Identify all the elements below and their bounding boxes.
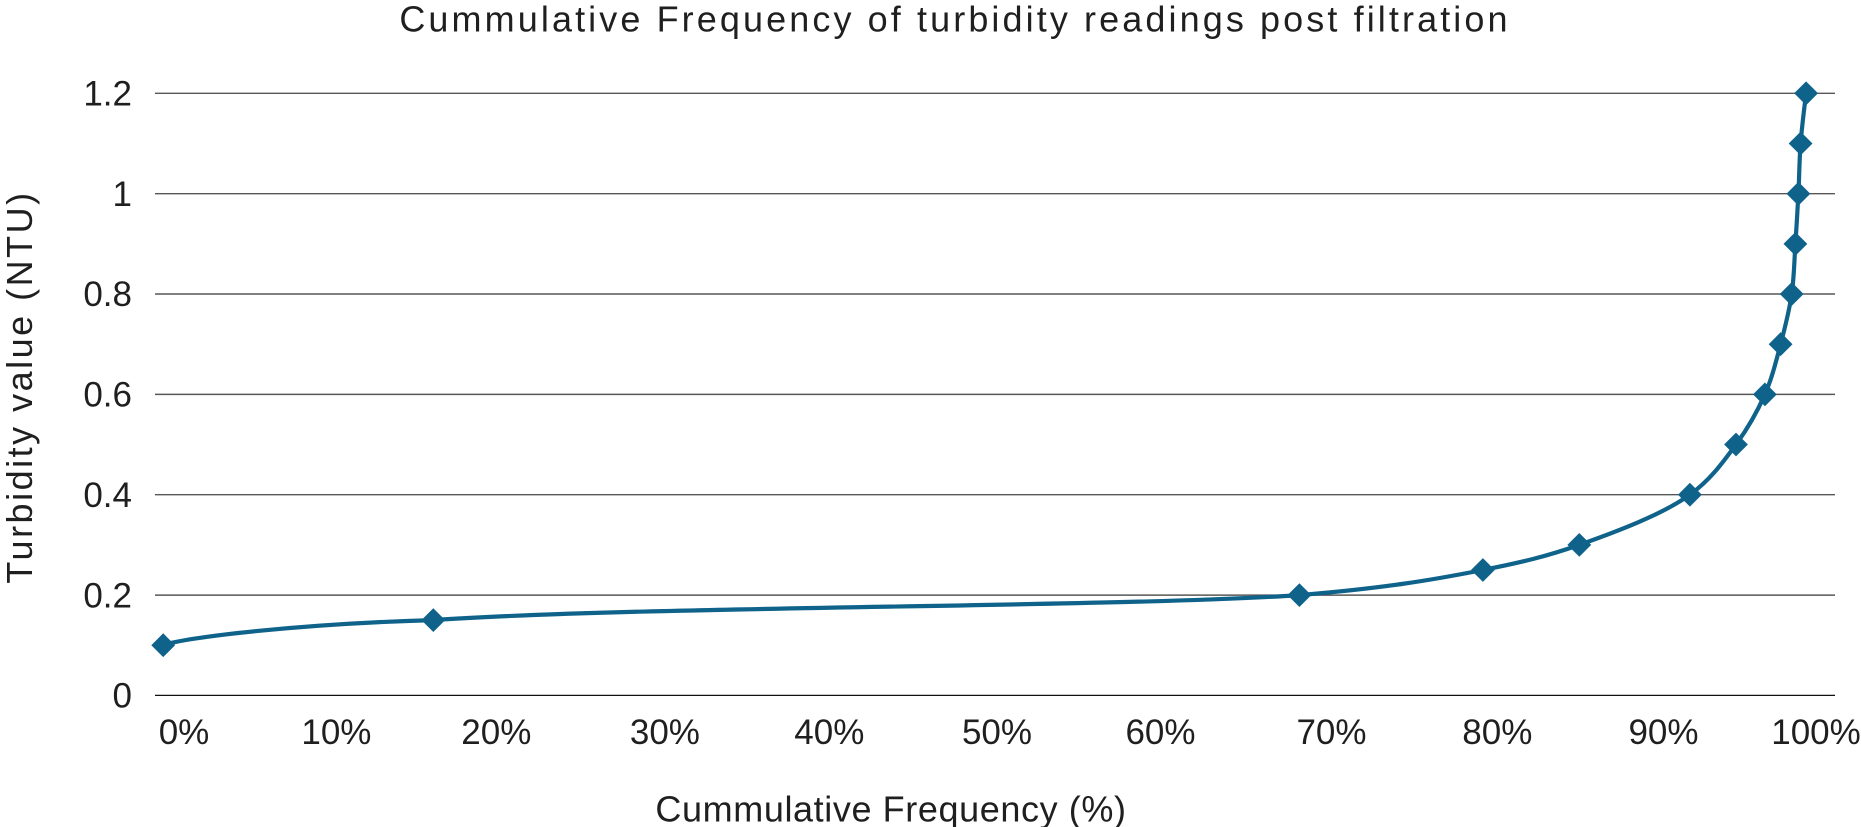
svg-text:1.2: 1.2 (83, 75, 132, 114)
svg-text:40%: 40% (794, 713, 864, 752)
svg-text:0.6: 0.6 (83, 376, 132, 415)
svg-text:70%: 70% (1296, 713, 1366, 752)
svg-text:Cummulative Frequency of turbi: Cummulative Frequency of turbidity readi… (399, 0, 1510, 39)
svg-text:20%: 20% (461, 713, 531, 752)
svg-text:0.4: 0.4 (83, 476, 132, 515)
svg-text:30%: 30% (630, 713, 700, 752)
svg-text:80%: 80% (1462, 713, 1532, 752)
svg-text:1: 1 (113, 175, 132, 214)
svg-text:50%: 50% (962, 713, 1032, 752)
svg-text:0.2: 0.2 (83, 576, 132, 615)
svg-text:90%: 90% (1628, 713, 1698, 752)
svg-text:0.8: 0.8 (83, 275, 132, 314)
svg-text:Cummulative Frequency (%): Cummulative Frequency (%) (655, 788, 1126, 827)
svg-text:100%: 100% (1771, 713, 1861, 752)
svg-text:60%: 60% (1125, 713, 1195, 752)
svg-text:10%: 10% (301, 713, 371, 752)
svg-text:0: 0 (113, 677, 132, 716)
svg-text:0%: 0% (159, 713, 210, 752)
svg-text:Turbidity value (NTU): Turbidity value (NTU) (0, 190, 40, 583)
